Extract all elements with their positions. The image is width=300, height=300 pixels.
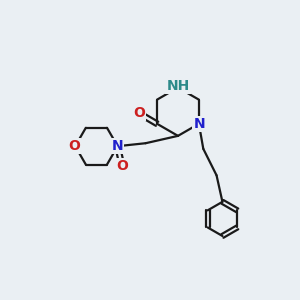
Text: NH: NH [166, 79, 190, 93]
Text: O: O [68, 139, 80, 153]
Text: O: O [116, 159, 128, 173]
Text: O: O [134, 106, 145, 121]
Text: N: N [194, 117, 205, 131]
Text: N: N [112, 139, 123, 153]
